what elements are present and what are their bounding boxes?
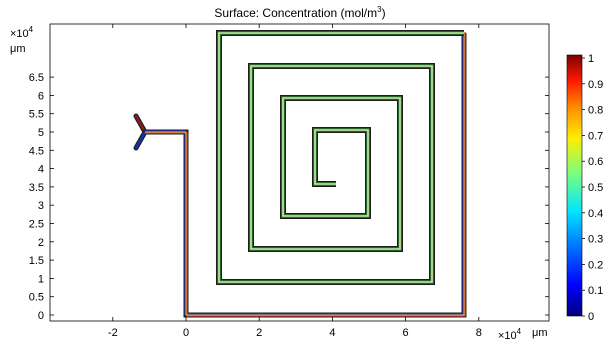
y-tick-label: 3 <box>38 200 44 212</box>
colorbar: 1 0.9 0.8 0.7 0.6 0.5 0.4 0.3 0.2 0.1 0 <box>566 53 603 323</box>
spiral-core <box>218 32 464 283</box>
x-axis-unit: μm <box>532 327 548 339</box>
x-tick-label: 8 <box>476 327 482 339</box>
x-tick-label: 2 <box>256 327 262 339</box>
colorbar-label: 0.7 <box>588 130 603 142</box>
x-tick-label: 4 <box>329 327 335 339</box>
spiral-mixer <box>216 30 464 285</box>
colorbar-label: 0.3 <box>588 234 603 246</box>
y-tick-label: 6 <box>38 90 44 102</box>
colorbar-label: 0.8 <box>588 105 603 117</box>
x-tick-label: 6 <box>403 327 409 339</box>
colorbar-label: 0.1 <box>588 285 603 297</box>
y-tick-label: 6.5 <box>29 72 44 84</box>
y-tick-label: 1.5 <box>29 255 44 267</box>
colorbar-label: 0.5 <box>588 182 603 194</box>
y-tick-label: 1 <box>38 273 44 285</box>
inlet-bottom-branch-fill <box>134 130 147 150</box>
feed-channel-mid <box>145 33 465 316</box>
colorbar-gradient <box>566 54 583 317</box>
y-tick-label: 2 <box>38 237 44 249</box>
colorbar-label: 0.4 <box>588 208 603 220</box>
y-axis-ticks: 0 0.5 1 1.5 2 2.5 3 3.5 4 4.5 5 5.5 6 6.5 <box>29 72 549 322</box>
colorbar-label: 0.9 <box>588 79 603 91</box>
plot-title: Surface: Concentration (mol/m3) <box>214 5 385 20</box>
y-tick-label: 0 <box>38 310 44 322</box>
y-tick-label: 4.5 <box>29 145 44 157</box>
inlet-top-branch-fill <box>134 114 147 134</box>
y-tick-label: 2.5 <box>29 219 44 231</box>
feed-channel-red <box>145 32 466 317</box>
y-axis-exponent: ×104 <box>10 25 34 40</box>
colorbar-label: 1 <box>588 53 594 65</box>
y-tick-label: 4 <box>38 164 44 176</box>
x-axis-exponent: ×104 <box>498 327 522 342</box>
colorbar-labels: 1 0.9 0.8 0.7 0.6 0.5 0.4 0.3 0.2 0.1 0 <box>582 53 603 323</box>
y-tick-label: 5.5 <box>29 109 44 121</box>
colorbar-label: 0.6 <box>588 156 603 168</box>
x-axis-ticks: -2 0 2 4 6 8 <box>108 24 482 339</box>
feed-channel-blue <box>145 34 464 315</box>
x-tick-label: -2 <box>108 327 118 339</box>
y-tick-label: 5 <box>38 127 44 139</box>
colorbar-label: 0.2 <box>588 259 603 271</box>
y-axis-unit: μm <box>10 43 26 55</box>
x-tick-label: 0 <box>183 327 189 339</box>
colorbar-label: 0 <box>588 311 594 323</box>
y-tick-label: 0.5 <box>29 292 44 304</box>
inlet-junction <box>133 113 148 151</box>
y-tick-label: 3.5 <box>29 182 44 194</box>
